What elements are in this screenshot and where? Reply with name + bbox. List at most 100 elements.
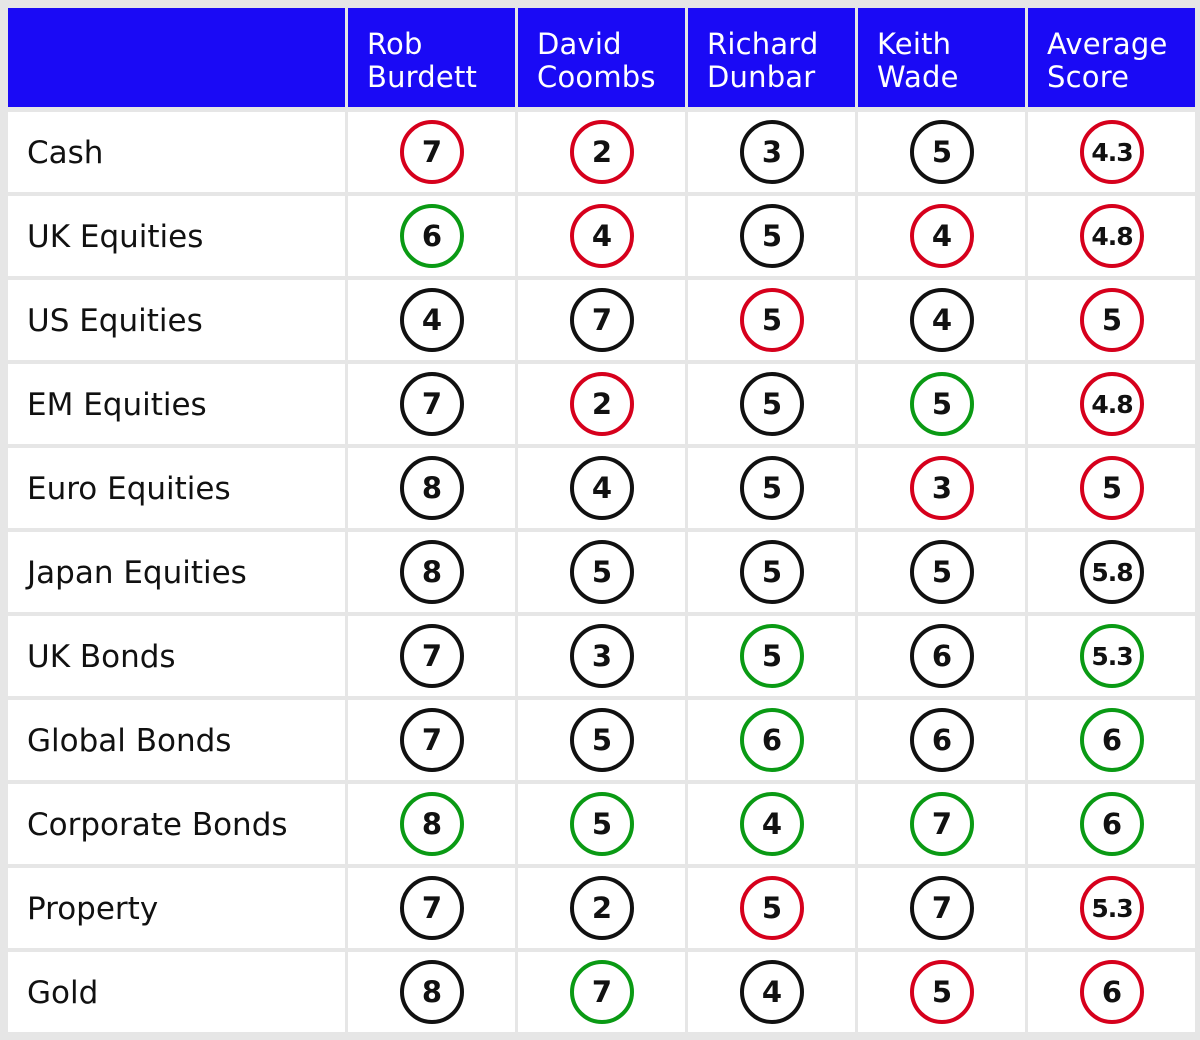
score-badge-global-bonds-rob-burdett: 7 xyxy=(400,708,464,772)
score-cell: 5 xyxy=(688,532,855,612)
column-header-line: Rob xyxy=(367,27,423,61)
row-label-cell-uk-bonds: UK Bonds xyxy=(8,616,345,696)
column-header-line: Keith xyxy=(877,27,952,61)
score-badge-property-average-score: 5.3 xyxy=(1080,876,1144,940)
row-label-cell-uk-equities: UK Equities xyxy=(8,196,345,276)
score-cell: 7 xyxy=(348,868,515,948)
score-cell: 4 xyxy=(858,280,1025,360)
score-cell: 5 xyxy=(858,364,1025,444)
score-cell: 2 xyxy=(518,364,685,444)
score-badge-cash-rob-burdett: 7 xyxy=(400,120,464,184)
score-cell: 6 xyxy=(348,196,515,276)
score-badge-uk-equities-richard-dunbar: 5 xyxy=(740,204,804,268)
score-badge-corporate-bonds-keith-wade: 7 xyxy=(910,792,974,856)
row-label-cell-cash: Cash xyxy=(8,112,345,192)
row-label-cell-corporate-bonds: Corporate Bonds xyxy=(8,784,345,864)
column-header-line: Average xyxy=(1047,27,1168,61)
score-cell: 4.8 xyxy=(1028,364,1195,444)
score-cell: 3 xyxy=(858,448,1025,528)
score-cell: 6 xyxy=(1028,784,1195,864)
column-header-line: Wade xyxy=(877,60,959,94)
score-cell: 6 xyxy=(1028,952,1195,1032)
score-cell: 4.3 xyxy=(1028,112,1195,192)
score-badge-euro-equities-david-coombs: 4 xyxy=(570,456,634,520)
score-cell: 4.8 xyxy=(1028,196,1195,276)
score-badge-uk-equities-average-score: 4.8 xyxy=(1080,204,1144,268)
column-header-label: Rob Burdett xyxy=(367,28,477,94)
row-label-cell-property: Property xyxy=(8,868,345,948)
score-badge-em-equities-average-score: 4.8 xyxy=(1080,372,1144,436)
row-label: Corporate Bonds xyxy=(27,807,288,843)
score-cell: 5 xyxy=(688,868,855,948)
row-label-cell-us-equities: US Equities xyxy=(8,280,345,360)
score-cell: 7 xyxy=(348,364,515,444)
score-badge-gold-rob-burdett: 8 xyxy=(400,960,464,1024)
score-cell: 5.8 xyxy=(1028,532,1195,612)
row-label: Japan Equities xyxy=(27,555,247,591)
score-badge-uk-bonds-richard-dunbar: 5 xyxy=(740,624,804,688)
score-cell: 5 xyxy=(688,280,855,360)
score-cell: 8 xyxy=(348,532,515,612)
score-cell: 3 xyxy=(518,616,685,696)
row-label: Cash xyxy=(27,135,104,171)
score-badge-euro-equities-keith-wade: 3 xyxy=(910,456,974,520)
score-badge-corporate-bonds-richard-dunbar: 4 xyxy=(740,792,804,856)
score-badge-global-bonds-richard-dunbar: 6 xyxy=(740,708,804,772)
score-cell: 2 xyxy=(518,112,685,192)
row-label-cell-em-equities: EM Equities xyxy=(8,364,345,444)
row-label: Gold xyxy=(27,975,99,1011)
column-header-label: David Coombs xyxy=(537,28,656,94)
column-header-keith-wade: Keith Wade xyxy=(858,8,1025,107)
score-cell: 4 xyxy=(858,196,1025,276)
score-cell: 7 xyxy=(518,952,685,1032)
score-badge-gold-keith-wade: 5 xyxy=(910,960,974,1024)
score-badge-uk-bonds-average-score: 5.3 xyxy=(1080,624,1144,688)
score-cell: 6 xyxy=(1028,700,1195,780)
score-badge-uk-equities-keith-wade: 4 xyxy=(910,204,974,268)
score-cell: 7 xyxy=(858,868,1025,948)
score-badge-us-equities-richard-dunbar: 5 xyxy=(740,288,804,352)
score-badge-cash-david-coombs: 2 xyxy=(570,120,634,184)
column-header-line: Coombs xyxy=(537,60,656,94)
score-cell: 7 xyxy=(348,112,515,192)
score-cell: 6 xyxy=(858,616,1025,696)
score-badge-property-richard-dunbar: 5 xyxy=(740,876,804,940)
score-badge-property-david-coombs: 2 xyxy=(570,876,634,940)
score-cell: 4 xyxy=(688,784,855,864)
column-header-rob-burdett: Rob Burdett xyxy=(348,8,515,107)
score-badge-uk-bonds-david-coombs: 3 xyxy=(570,624,634,688)
column-header-label: Average Score xyxy=(1047,28,1168,94)
score-badge-gold-richard-dunbar: 4 xyxy=(740,960,804,1024)
column-header-label: Richard Dunbar xyxy=(707,28,819,94)
score-badge-corporate-bonds-average-score: 6 xyxy=(1080,792,1144,856)
score-badge-em-equities-rob-burdett: 7 xyxy=(400,372,464,436)
score-cell: 5 xyxy=(1028,448,1195,528)
score-cell: 5.3 xyxy=(1028,616,1195,696)
score-badge-japan-equities-david-coombs: 5 xyxy=(570,540,634,604)
score-badge-gold-david-coombs: 7 xyxy=(570,960,634,1024)
score-badge-global-bonds-average-score: 6 xyxy=(1080,708,1144,772)
column-header-line: David xyxy=(537,27,622,61)
score-badge-em-equities-david-coombs: 2 xyxy=(570,372,634,436)
score-cell: 5 xyxy=(1028,280,1195,360)
score-cell: 5 xyxy=(518,784,685,864)
score-cell: 4 xyxy=(518,196,685,276)
score-cell: 5.3 xyxy=(1028,868,1195,948)
score-badge-property-keith-wade: 7 xyxy=(910,876,974,940)
score-badge-em-equities-richard-dunbar: 5 xyxy=(740,372,804,436)
score-badge-us-equities-david-coombs: 7 xyxy=(570,288,634,352)
column-header-david-coombs: David Coombs xyxy=(518,8,685,107)
column-header-average-score: Average Score xyxy=(1028,8,1195,107)
score-badge-euro-equities-rob-burdett: 8 xyxy=(400,456,464,520)
column-header-line: Burdett xyxy=(367,60,478,94)
score-badge-cash-average-score: 4.3 xyxy=(1080,120,1144,184)
score-cell: 6 xyxy=(688,700,855,780)
score-badge-japan-equities-average-score: 5.8 xyxy=(1080,540,1144,604)
score-badge-uk-equities-rob-burdett: 6 xyxy=(400,204,464,268)
row-label-cell-japan-equities: Japan Equities xyxy=(8,532,345,612)
column-header-line: Richard xyxy=(707,27,819,61)
score-badge-us-equities-keith-wade: 4 xyxy=(910,288,974,352)
score-badge-gold-average-score: 6 xyxy=(1080,960,1144,1024)
score-cell: 5 xyxy=(688,196,855,276)
